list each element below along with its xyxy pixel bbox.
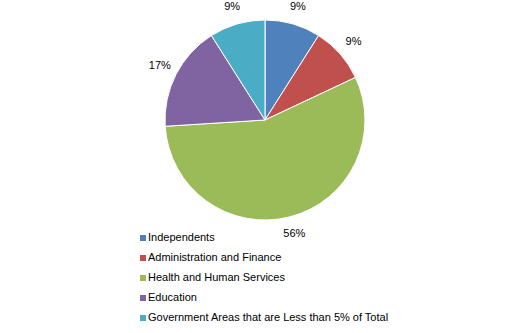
legend-swatch — [140, 275, 146, 281]
legend-item: Administration and Finance — [140, 251, 281, 263]
legend-label: Education — [148, 291, 197, 303]
legend-label: Government Areas that are Less than 5% o… — [148, 311, 388, 323]
data-label: 9% — [290, 0, 306, 12]
data-label: 56% — [283, 227, 305, 239]
legend-item: Government Areas that are Less than 5% o… — [140, 311, 388, 323]
legend-swatch — [140, 235, 146, 241]
legend: Independents Administration and Finance He… — [140, 231, 388, 323]
legend-item: Education — [140, 291, 197, 303]
legend-item: Health and Human Services — [140, 271, 285, 283]
data-label: 17% — [149, 59, 171, 71]
data-label: 9% — [346, 35, 362, 47]
legend-item: Independents — [140, 231, 215, 243]
legend-swatch — [140, 255, 146, 261]
data-label: 9% — [224, 0, 240, 12]
pie: 9% 9% 56% 17% 9% — [149, 0, 365, 239]
pie-slice — [211, 20, 265, 120]
legend-label: Administration and Finance — [148, 251, 281, 263]
chart: 9% 9% 56% 17% 9% Independents Administration a… — [0, 0, 520, 333]
legend-swatch — [140, 315, 146, 321]
legend-swatch — [140, 295, 146, 301]
legend-label: Independents — [148, 231, 215, 243]
legend-label: Health and Human Services — [148, 271, 285, 283]
